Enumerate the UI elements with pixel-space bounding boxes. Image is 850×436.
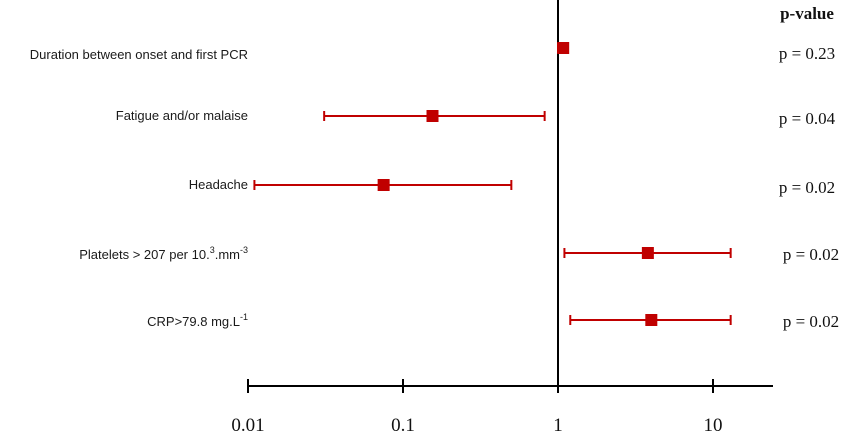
pvalue-fatigue: p = 0.04 xyxy=(779,109,836,128)
x-tick-label-10: 10 xyxy=(704,415,723,436)
row-label-crp-sup1: -1 xyxy=(240,312,248,322)
plot-marks xyxy=(247,0,773,393)
row-label-crp-main: CRP>79.8 mg.L xyxy=(147,314,240,329)
estimate-marker xyxy=(641,247,654,259)
row-label-fatigue: Fatigue and/or malaise xyxy=(116,108,248,123)
x-tick-label-0.01: 0.01 xyxy=(231,415,264,436)
pvalue-header: p-value xyxy=(780,4,834,23)
row-label-platelets-sup2: -3 xyxy=(240,245,248,255)
row-label-crp: CRP>79.8 mg.L-1 xyxy=(147,312,248,329)
pvalue-crp: p = 0.02 xyxy=(783,312,839,331)
pvalue-duration: p = 0.23 xyxy=(779,44,835,63)
pvalue-headache: p = 0.02 xyxy=(779,178,835,197)
estimate-marker xyxy=(426,110,439,122)
row-label-platelets-main: Platelets > 207 per 10. xyxy=(79,247,209,262)
estimate-marker xyxy=(645,314,658,326)
row-label-headache: Headache xyxy=(189,177,248,192)
x-tick-label-0.1: 0.1 xyxy=(391,415,415,436)
estimate-marker xyxy=(377,179,390,191)
pvalue-platelets: p = 0.02 xyxy=(783,245,839,264)
row-label-platelets: Platelets > 207 per 10.3.mm-3 xyxy=(79,245,248,262)
row-label-duration: Duration between onset and first PCR xyxy=(30,47,248,62)
x-tick-label-1: 1 xyxy=(553,415,563,436)
row-label-platelets-mid: .mm xyxy=(215,247,240,262)
estimate-marker xyxy=(557,42,570,54)
row-label-platelets-sup1: 3 xyxy=(210,245,215,255)
